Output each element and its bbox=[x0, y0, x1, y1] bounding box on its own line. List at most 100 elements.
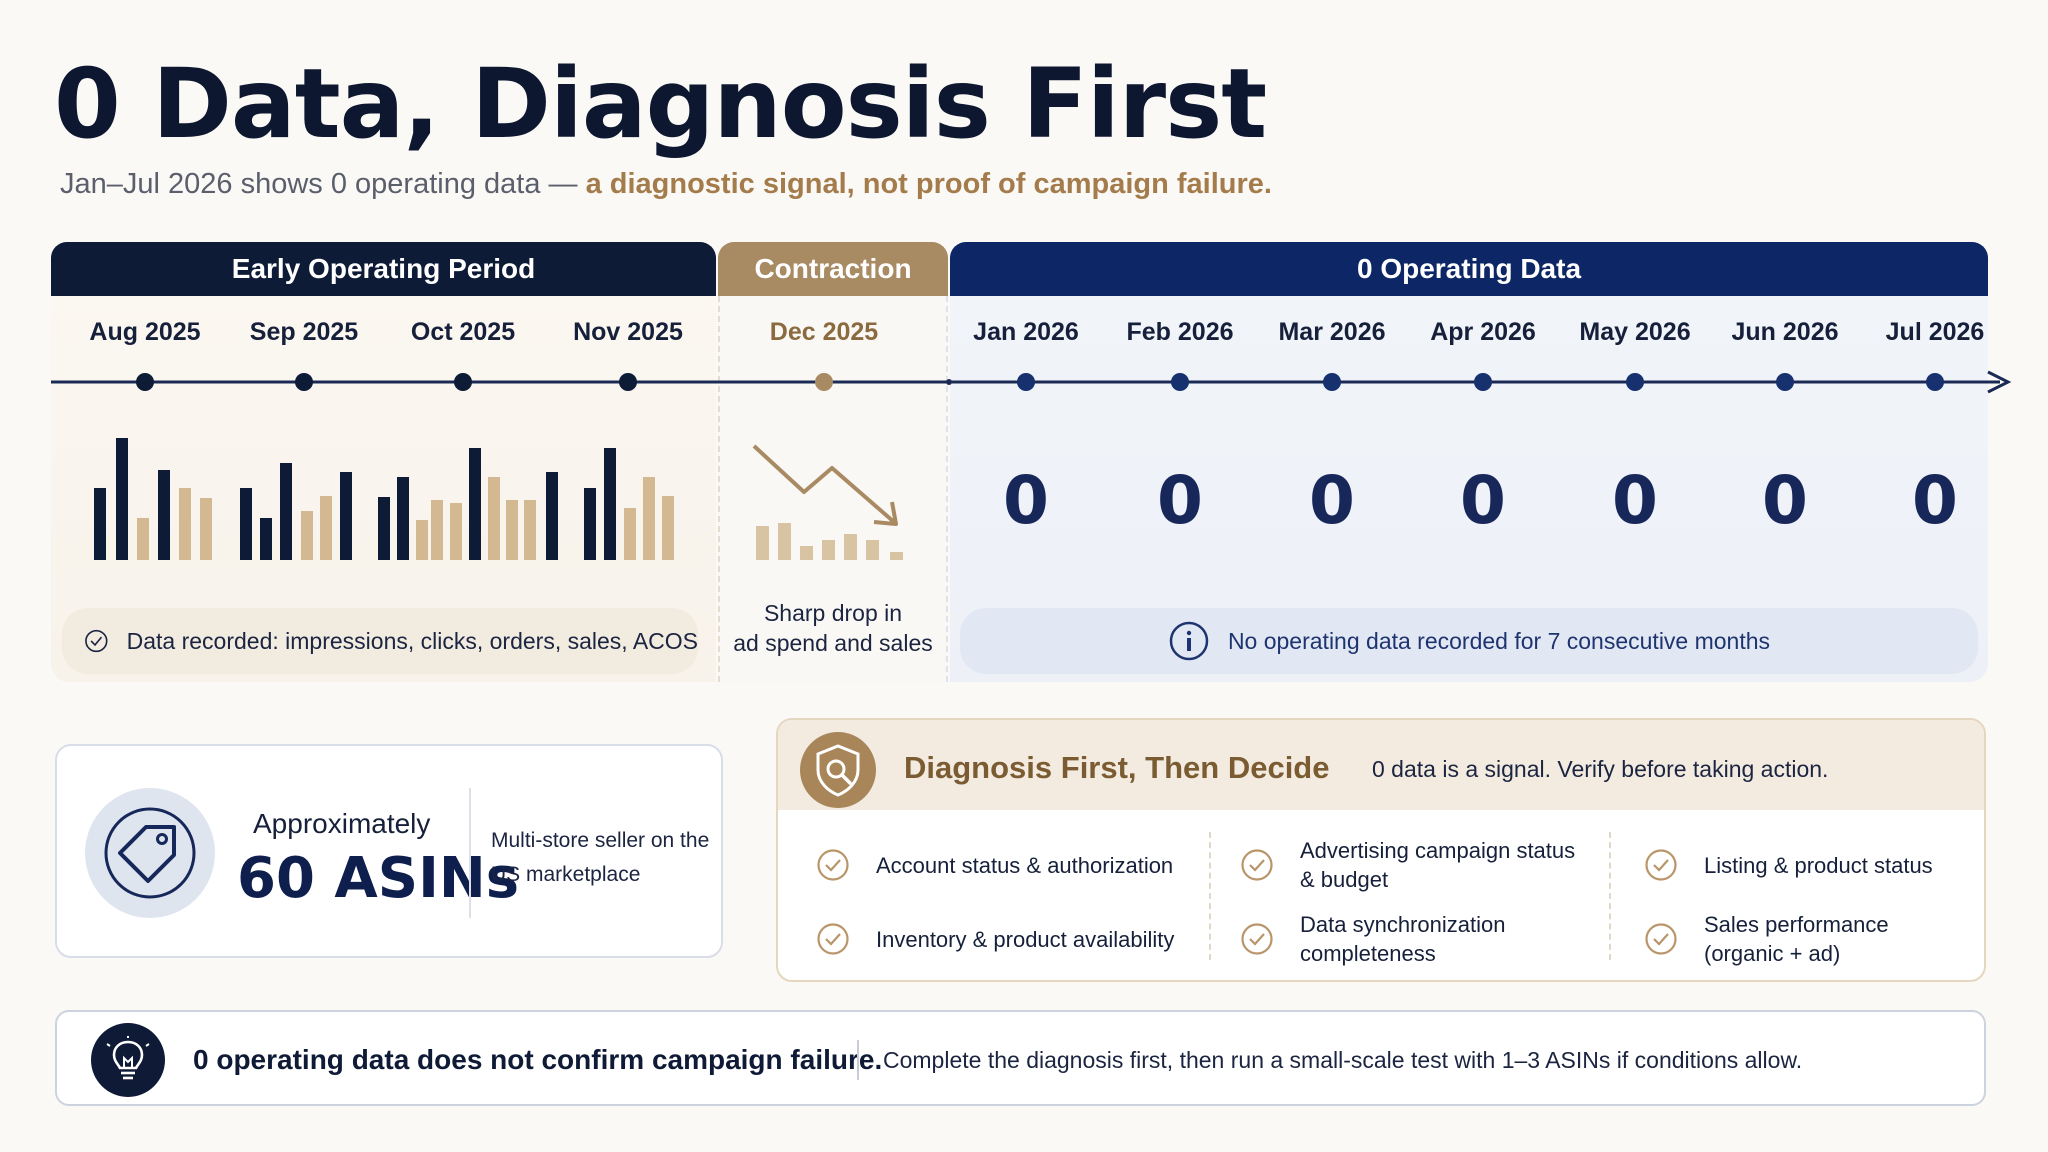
month-label: Jan 2026 bbox=[973, 318, 1079, 346]
timeline-dot bbox=[815, 373, 833, 391]
month-label: Oct 2025 bbox=[410, 318, 516, 346]
diagnosis-item: Data synchronization completeness bbox=[1240, 906, 1590, 972]
month-label: May 2026 bbox=[1579, 318, 1691, 346]
month-label: Nov 2025 bbox=[573, 318, 683, 346]
check-circle-icon bbox=[85, 629, 108, 653]
illustrative-bar bbox=[320, 496, 332, 560]
period-zero-header: 0 Operating Data bbox=[950, 242, 1988, 296]
illustrative-bar bbox=[431, 500, 443, 560]
month-label: Feb 2026 bbox=[1126, 318, 1234, 346]
illustrative-bar bbox=[469, 448, 481, 560]
month-label: Aug 2025 bbox=[89, 318, 201, 346]
month-label: Jun 2026 bbox=[1731, 318, 1839, 346]
trend-down-arrow-icon bbox=[873, 501, 898, 526]
diagnosis-column-divider bbox=[1209, 832, 1211, 960]
illustrative-bar bbox=[604, 448, 616, 560]
illustrative-bar bbox=[662, 496, 674, 560]
illustrative-bar bbox=[94, 488, 106, 560]
subtitle-lead: Jan–Jul 2026 shows 0 operating data — bbox=[60, 168, 586, 200]
timeline-arrow-icon bbox=[1987, 370, 2012, 394]
timeline-dot bbox=[1323, 373, 1341, 391]
asin-icon-badge bbox=[85, 788, 215, 918]
zero-data-note: No operating data recorded for 7 consecu… bbox=[960, 608, 1978, 674]
info-icon bbox=[1169, 621, 1209, 661]
timeline-dot bbox=[1474, 373, 1492, 391]
trend-down-line bbox=[752, 444, 896, 524]
check-circle-icon bbox=[1645, 849, 1677, 881]
diagnosis-item: Listing & product status bbox=[1644, 836, 1964, 894]
subtitle-accent: a diagnostic signal, not proof of campai… bbox=[585, 168, 1272, 200]
check-circle-icon bbox=[1645, 923, 1677, 955]
illustrative-bar bbox=[137, 518, 149, 560]
timeline-dot bbox=[295, 373, 313, 391]
illustrative-bar bbox=[822, 540, 835, 560]
illustrative-bar bbox=[506, 500, 518, 560]
illustrative-bar bbox=[624, 508, 636, 560]
check-circle-icon bbox=[1241, 849, 1273, 881]
illustrative-bar bbox=[643, 477, 655, 560]
illustrative-bar bbox=[546, 472, 558, 560]
early-data-note-text: Data recorded: impressions, clicks, orde… bbox=[126, 627, 698, 654]
asin-count: 60 ASINs bbox=[237, 846, 520, 911]
zero-value: 0 bbox=[1762, 462, 1808, 539]
check-circle-icon bbox=[817, 923, 849, 955]
shield-search-icon bbox=[816, 744, 860, 797]
illustrative-bar bbox=[378, 497, 390, 560]
diagnosis-item: Inventory & product availability bbox=[816, 910, 1196, 968]
asin-summary-card: Approximately 60 ASINs Multi-store selle… bbox=[55, 744, 723, 958]
page-subtitle: Jan–Jul 2026 shows 0 operating data — a … bbox=[60, 168, 1272, 201]
diagnosis-item-text: Advertising campaign status & budget bbox=[1300, 838, 1576, 892]
illustrative-bar bbox=[866, 540, 879, 560]
illustrative-bar bbox=[778, 523, 791, 560]
illustrative-bar bbox=[301, 511, 313, 560]
check-circle-icon bbox=[817, 849, 849, 881]
diagnosis-tagline: 0 data is a signal. Verify before taking… bbox=[1372, 756, 1829, 782]
illustrative-bar bbox=[756, 526, 769, 560]
price-tag-icon bbox=[104, 807, 196, 899]
contraction-note-line: Sharp drop in bbox=[763, 600, 903, 626]
diagnosis-item-text: Data synchronization completeness bbox=[1300, 912, 1506, 966]
timeline-dot bbox=[1926, 373, 1944, 391]
period-contraction-header: Contraction bbox=[718, 242, 948, 296]
illustrative-bar bbox=[584, 488, 596, 560]
diagnosis-item-text: Listing & product status bbox=[1704, 852, 1933, 878]
timeline-dot bbox=[619, 373, 637, 391]
timeline-dot bbox=[454, 373, 472, 391]
illustrative-bar bbox=[158, 470, 170, 560]
zero-value: 0 bbox=[1460, 462, 1506, 539]
diagnosis-item-text: Sales performance (organic + ad) bbox=[1704, 912, 1889, 966]
timeline-dot bbox=[1171, 373, 1189, 391]
diagnosis-item-text: Account status & authorization bbox=[876, 852, 1174, 878]
conclusion-banner: 0 operating data does not confirm campai… bbox=[55, 1010, 1986, 1106]
month-label: Dec 2025 bbox=[769, 318, 879, 346]
illustrative-bar bbox=[450, 503, 462, 560]
diagnosis-icon-badge bbox=[800, 732, 876, 808]
timeline-dot bbox=[1626, 373, 1644, 391]
illustrative-bar bbox=[397, 477, 409, 560]
conclusion-sub-text: Complete the diagnosis first, then run a… bbox=[883, 1047, 1803, 1073]
illustrative-bar bbox=[844, 534, 857, 560]
illustrative-bar bbox=[280, 463, 292, 560]
lightbulb-icon bbox=[106, 1036, 150, 1080]
timeline-dot bbox=[946, 379, 952, 385]
illustrative-bar bbox=[260, 518, 272, 560]
illustrative-bar bbox=[200, 498, 212, 560]
diagnosis-card: Diagnosis First, Then Decide 0 data is a… bbox=[776, 718, 1986, 982]
contraction-note-line: ad spend and sales bbox=[733, 630, 933, 656]
illustrative-bar bbox=[240, 488, 252, 560]
asin-description: Multi-store seller on the US marketplace bbox=[491, 829, 710, 886]
illustrative-bar bbox=[488, 477, 500, 560]
period-early-header: Early Operating Period bbox=[51, 242, 716, 296]
diagnosis-item: Sales performance (organic + ad) bbox=[1644, 906, 1894, 972]
diagnosis-item: Account status & authorization bbox=[816, 836, 1196, 894]
illustrative-bar bbox=[800, 546, 813, 560]
timeline-dot bbox=[1776, 373, 1794, 391]
zero-value: 0 bbox=[1912, 462, 1958, 539]
illustrative-bar bbox=[416, 520, 428, 560]
illustrative-bar bbox=[179, 488, 191, 560]
diagnosis-item-text: Inventory & product availability bbox=[876, 926, 1175, 952]
zero-value: 0 bbox=[1612, 462, 1658, 539]
illustrative-bar bbox=[340, 472, 352, 560]
period-contraction-panel bbox=[718, 296, 948, 682]
